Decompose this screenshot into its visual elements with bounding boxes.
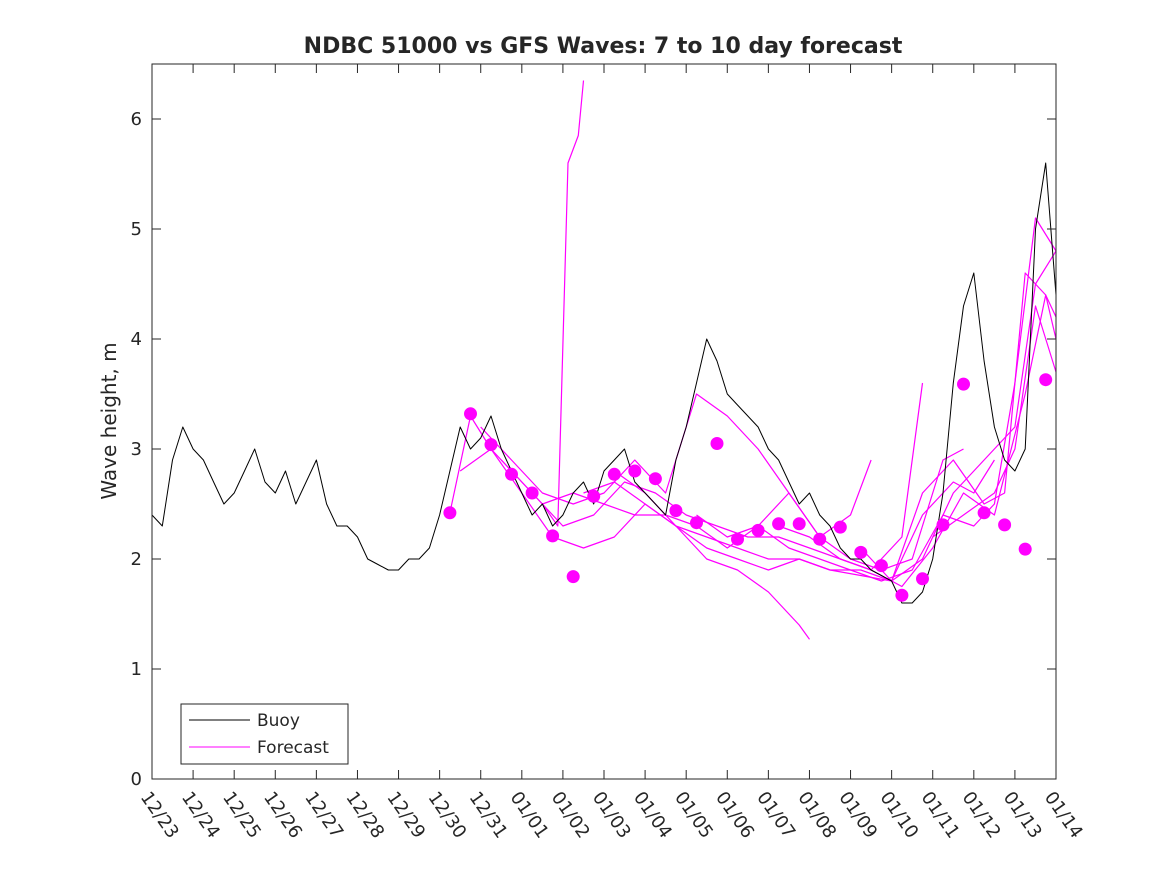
forecast-point [464,407,477,421]
y-axis-label: Wave height, m [97,342,121,499]
forecast-point [854,545,868,559]
forecast-point [813,532,827,546]
y-tick-label: 2 [131,549,142,570]
forecast-point [710,437,724,450]
forecast-point [792,517,806,531]
forecast-point [628,464,642,478]
y-tick-label: 3 [131,439,142,460]
y-tick-label: 5 [131,219,142,240]
forecast-point [505,467,518,481]
forecast-point [648,472,662,486]
legend-label-buoy: Buoy [257,711,300,731]
forecast-point [1018,542,1032,556]
plot-area [152,64,1056,779]
forecast-point [916,572,929,586]
y-tick-label: 0 [131,769,142,790]
forecast-point [587,489,601,503]
forecast-point [874,559,888,573]
forecast-point [895,588,909,602]
forecast-line-11 [932,305,1057,538]
forecast-point [525,486,539,500]
forecast-point [751,523,765,537]
legend-label-forecast: Forecast [257,738,329,758]
forecast-point [546,529,560,543]
buoy-line [151,162,1057,604]
forecast-point [1039,373,1053,387]
forecast-point [566,570,580,584]
forecast-point [998,518,1012,532]
forecast-point [957,377,970,391]
forecast-point [936,518,950,532]
forecast-point [772,517,786,531]
forecast-point [833,520,847,534]
forecast-point [731,532,744,546]
forecast-point [690,516,703,530]
forecast-point [607,467,621,481]
y-tick-label: 4 [131,329,142,350]
chart-title: NDBC 51000 vs GFS Waves: 7 to 10 day for… [304,34,903,59]
forecast-point [977,506,991,520]
forecast-point [443,506,457,520]
y-tick-label: 1 [131,659,142,680]
forecast-line-7 [613,272,1057,582]
forecast-point [484,438,498,452]
y-tick-label: 6 [131,109,142,130]
buoy-layer [151,162,1057,604]
forecast-point [669,504,683,518]
y-ticks-layer: 0 1 2 3 4 5 6 [131,109,1056,790]
forecast-line-9 [778,294,1057,588]
legend-box [180,703,349,765]
forecast-points-layer [443,373,1053,602]
legend: Buoy Forecast [180,703,349,765]
